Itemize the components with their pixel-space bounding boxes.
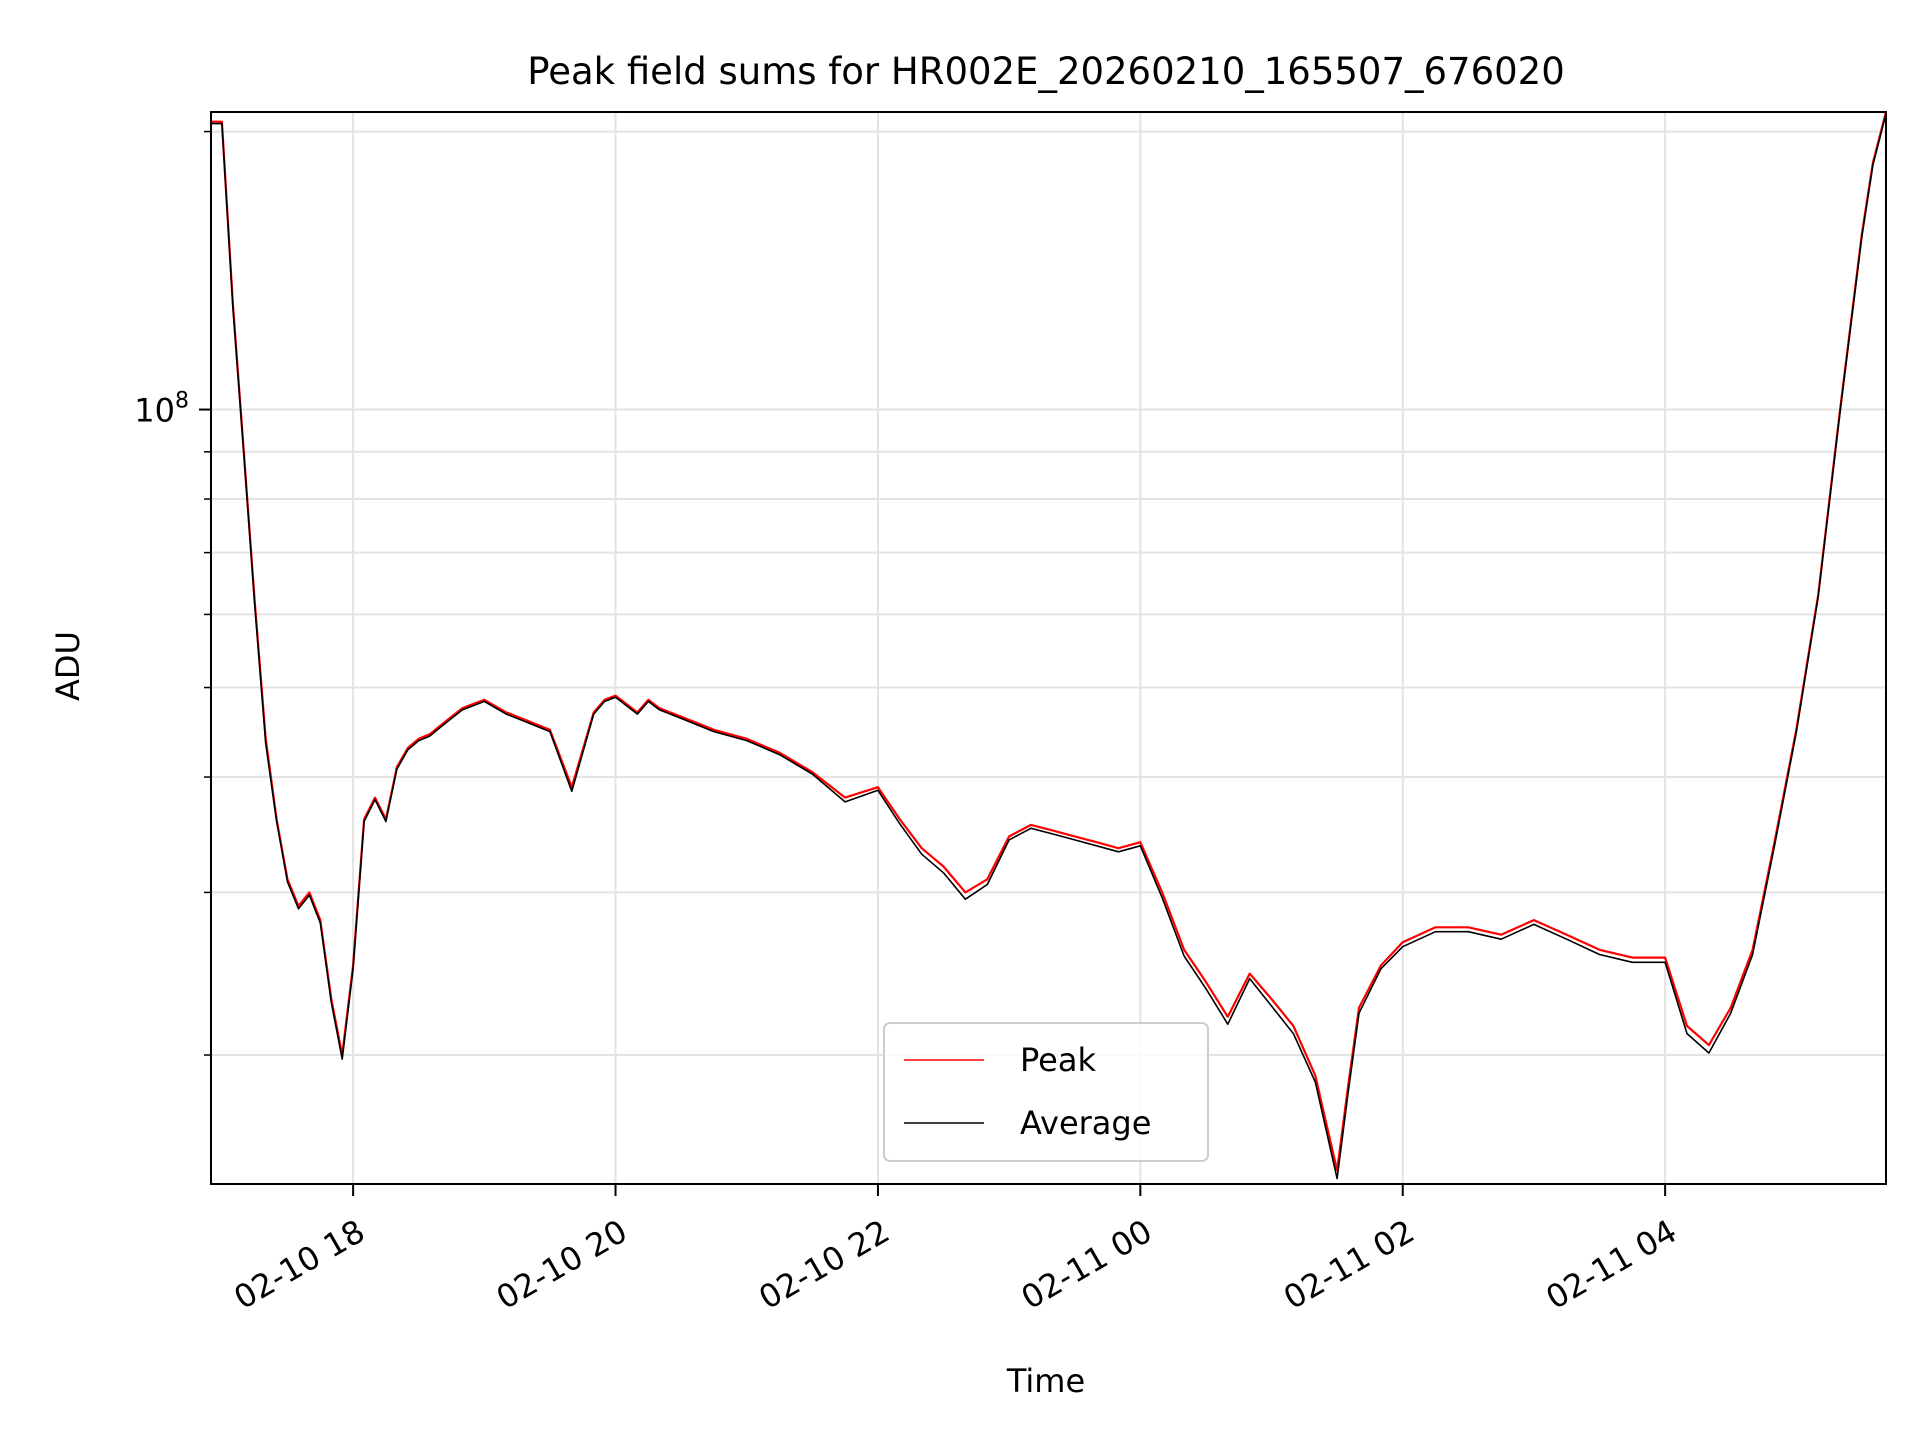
chart-title: Peak field sums for HR002E_20260210_1655… (527, 50, 1565, 93)
series-layer (211, 112, 1886, 1180)
y-axis-label: ADU (49, 631, 87, 701)
y-tick-label-exponent: 8 (175, 389, 189, 414)
plot-frame (210, 111, 1887, 1185)
series-line-peak (211, 112, 1886, 1172)
legend-label-average: Average (1020, 1104, 1151, 1142)
grid-lines (211, 112, 1886, 1184)
x-axis-label: Time (1006, 1362, 1085, 1400)
legend-label-peak: Peak (1020, 1041, 1096, 1079)
y-tick-label: 108 (134, 389, 189, 430)
y-tick-label-base: 10 (134, 392, 175, 430)
legend-box (883, 1022, 1209, 1162)
series-line-average (211, 113, 1886, 1180)
legend: Peak Average (883, 1022, 1209, 1162)
